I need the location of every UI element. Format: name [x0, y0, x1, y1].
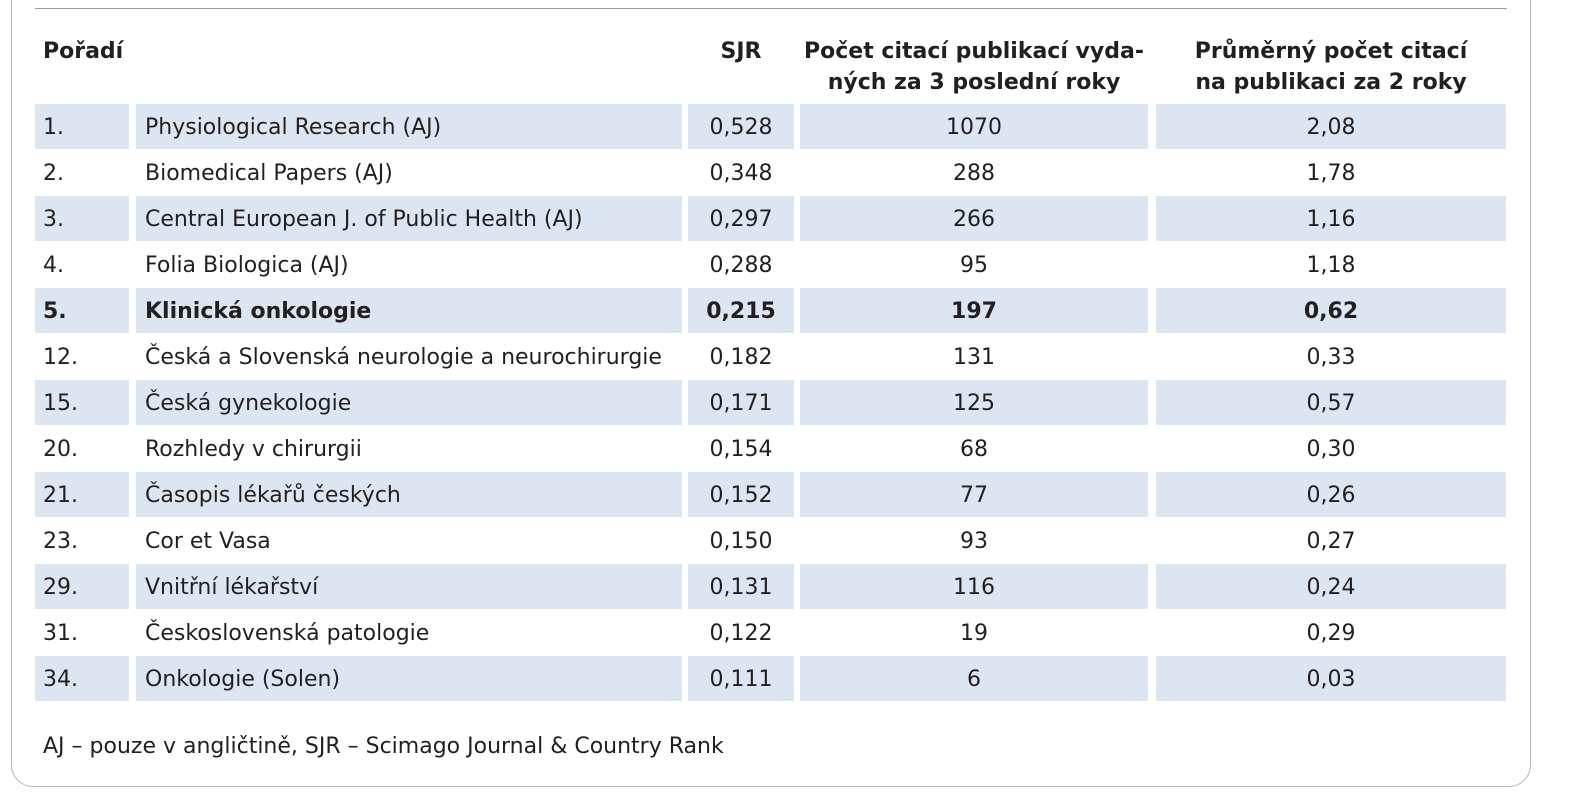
sjr-cell: 0,152: [688, 472, 794, 517]
average-cell: 0,62: [1156, 288, 1506, 333]
table-row: 29. Vnitřní lékařství 0,131 116 0,24: [35, 564, 1507, 610]
table-row: 2. Biomedical Papers (AJ) 0,348 288 1,78: [35, 150, 1507, 196]
average-cell: 0,27: [1306, 529, 1356, 554]
journal-name-cell: Rozhledy v chirurgii: [145, 437, 362, 462]
sjr-cell: 0,215: [688, 288, 794, 333]
citations-cell: 125: [800, 380, 1148, 425]
sjr-cell: 0,182: [709, 345, 773, 370]
sjr-cell: 0,297: [688, 196, 794, 241]
header-sjr: SJR: [720, 39, 762, 64]
journal-name-cell: Folia Biologica (AJ): [145, 253, 349, 278]
table-row: 21. Časopis lékařů českých 0,152 77 0,26: [35, 472, 1507, 518]
journal-name-cell: Biomedical Papers (AJ): [145, 161, 393, 186]
average-cell: 0,03: [1156, 656, 1506, 701]
journal-name-cell: Česká a Slovenská neurologie a neurochir…: [145, 345, 662, 370]
table-row: 12. Česká a Slovenská neurologie a neuroc…: [35, 334, 1507, 380]
sjr-cell: 0,171: [688, 380, 794, 425]
average-cell: 2,08: [1156, 104, 1506, 149]
citations-cell: 68: [960, 437, 988, 462]
citations-cell: 77: [800, 472, 1148, 517]
header-average: Průměrný počet citací na publikaci za 2 …: [1156, 36, 1506, 98]
rank-cell: 15.: [35, 380, 129, 425]
table-row: 23. Cor et Vasa 0,150 93 0,27: [35, 518, 1507, 564]
table-row: 4. Folia Biologica (AJ) 0,288 95 1,18: [35, 242, 1507, 288]
rank-cell: 12.: [43, 345, 78, 370]
citations-cell: 288: [953, 161, 995, 186]
journal-name-cell: Klinická onkologie: [136, 288, 682, 333]
average-cell: 1,78: [1306, 161, 1356, 186]
rank-cell: 31.: [43, 621, 78, 646]
sjr-cell: 0,288: [709, 253, 773, 278]
footnote: AJ – pouze v angličtině, SJR – Scimago J…: [43, 734, 724, 759]
table-row: 3. Central European J. of Public Health (…: [35, 196, 1507, 242]
sjr-cell: 0,111: [688, 656, 794, 701]
journal-name-cell: Central European J. of Public Health (AJ…: [136, 196, 682, 241]
average-cell: 1,18: [1306, 253, 1356, 278]
table-row: 20. Rozhledy v chirurgii 0,154 68 0,30: [35, 426, 1507, 472]
header-citations-line1: Počet citací publikací vyda-: [804, 39, 1144, 64]
citations-cell: 6: [800, 656, 1148, 701]
rank-cell: 5.: [35, 288, 129, 333]
citations-cell: 197: [800, 288, 1148, 333]
table-row: 1. Physiological Research (AJ) 0,528 1070 2,…: [35, 104, 1507, 150]
journal-name-cell: Cor et Vasa: [145, 529, 271, 554]
rank-cell: 3.: [35, 196, 129, 241]
header-rank: Pořadí: [43, 39, 124, 64]
header-citations-line2: ných za 3 poslední roky: [827, 70, 1121, 95]
rank-cell: 2.: [43, 161, 64, 186]
rank-cell: 21.: [35, 472, 129, 517]
sjr-cell: 0,348: [709, 161, 773, 186]
journal-name-cell: Časopis lékařů českých: [136, 472, 682, 517]
header-citations: Počet citací publikací vyda- ných za 3 p…: [800, 36, 1148, 98]
sjr-cell: 0,122: [709, 621, 773, 646]
table-row: 15. Česká gynekologie 0,171 125 0,57: [35, 380, 1507, 426]
citations-cell: 19: [960, 621, 988, 646]
average-cell: 0,29: [1306, 621, 1356, 646]
table-body: 1. Physiological Research (AJ) 0,528 1070 2,…: [35, 104, 1507, 702]
journal-name-cell: Physiological Research (AJ): [136, 104, 682, 149]
rank-cell: 29.: [35, 564, 129, 609]
average-cell: 0,26: [1156, 472, 1506, 517]
rank-cell: 1.: [35, 104, 129, 149]
journal-name-cell: Vnitřní lékařství: [136, 564, 682, 609]
citations-cell: 116: [800, 564, 1148, 609]
table-row: 5. Klinická onkologie 0,215 197 0,62: [35, 288, 1507, 334]
sjr-cell: 0,150: [709, 529, 773, 554]
journal-name-cell: Česká gynekologie: [136, 380, 682, 425]
citations-cell: 131: [953, 345, 995, 370]
average-cell: 0,57: [1156, 380, 1506, 425]
journal-name-cell: Československá patologie: [145, 621, 430, 646]
sjr-cell: 0,528: [688, 104, 794, 149]
average-cell: 0,33: [1306, 345, 1356, 370]
table-row: 31. Československá patologie 0,122 19 0,29: [35, 610, 1507, 656]
citations-cell: 266: [800, 196, 1148, 241]
average-cell: 1,16: [1156, 196, 1506, 241]
rank-cell: 20.: [43, 437, 78, 462]
sjr-cell: 0,154: [709, 437, 773, 462]
rank-cell: 34.: [35, 656, 129, 701]
journal-name-cell: Onkologie (Solen): [136, 656, 682, 701]
top-divider: [35, 8, 1507, 9]
citations-cell: 93: [960, 529, 988, 554]
sjr-cell: 0,131: [688, 564, 794, 609]
average-cell: 0,24: [1156, 564, 1506, 609]
table-row: 34. Onkologie (Solen) 0,111 6 0,03: [35, 656, 1507, 702]
rank-cell: 4.: [43, 253, 64, 278]
rank-cell: 23.: [43, 529, 78, 554]
header-average-line2: na publikaci za 2 roky: [1195, 70, 1467, 95]
citations-cell: 95: [960, 253, 988, 278]
average-cell: 0,30: [1306, 437, 1356, 462]
header-average-line1: Průměrný počet citací: [1194, 39, 1468, 64]
citations-cell: 1070: [800, 104, 1148, 149]
